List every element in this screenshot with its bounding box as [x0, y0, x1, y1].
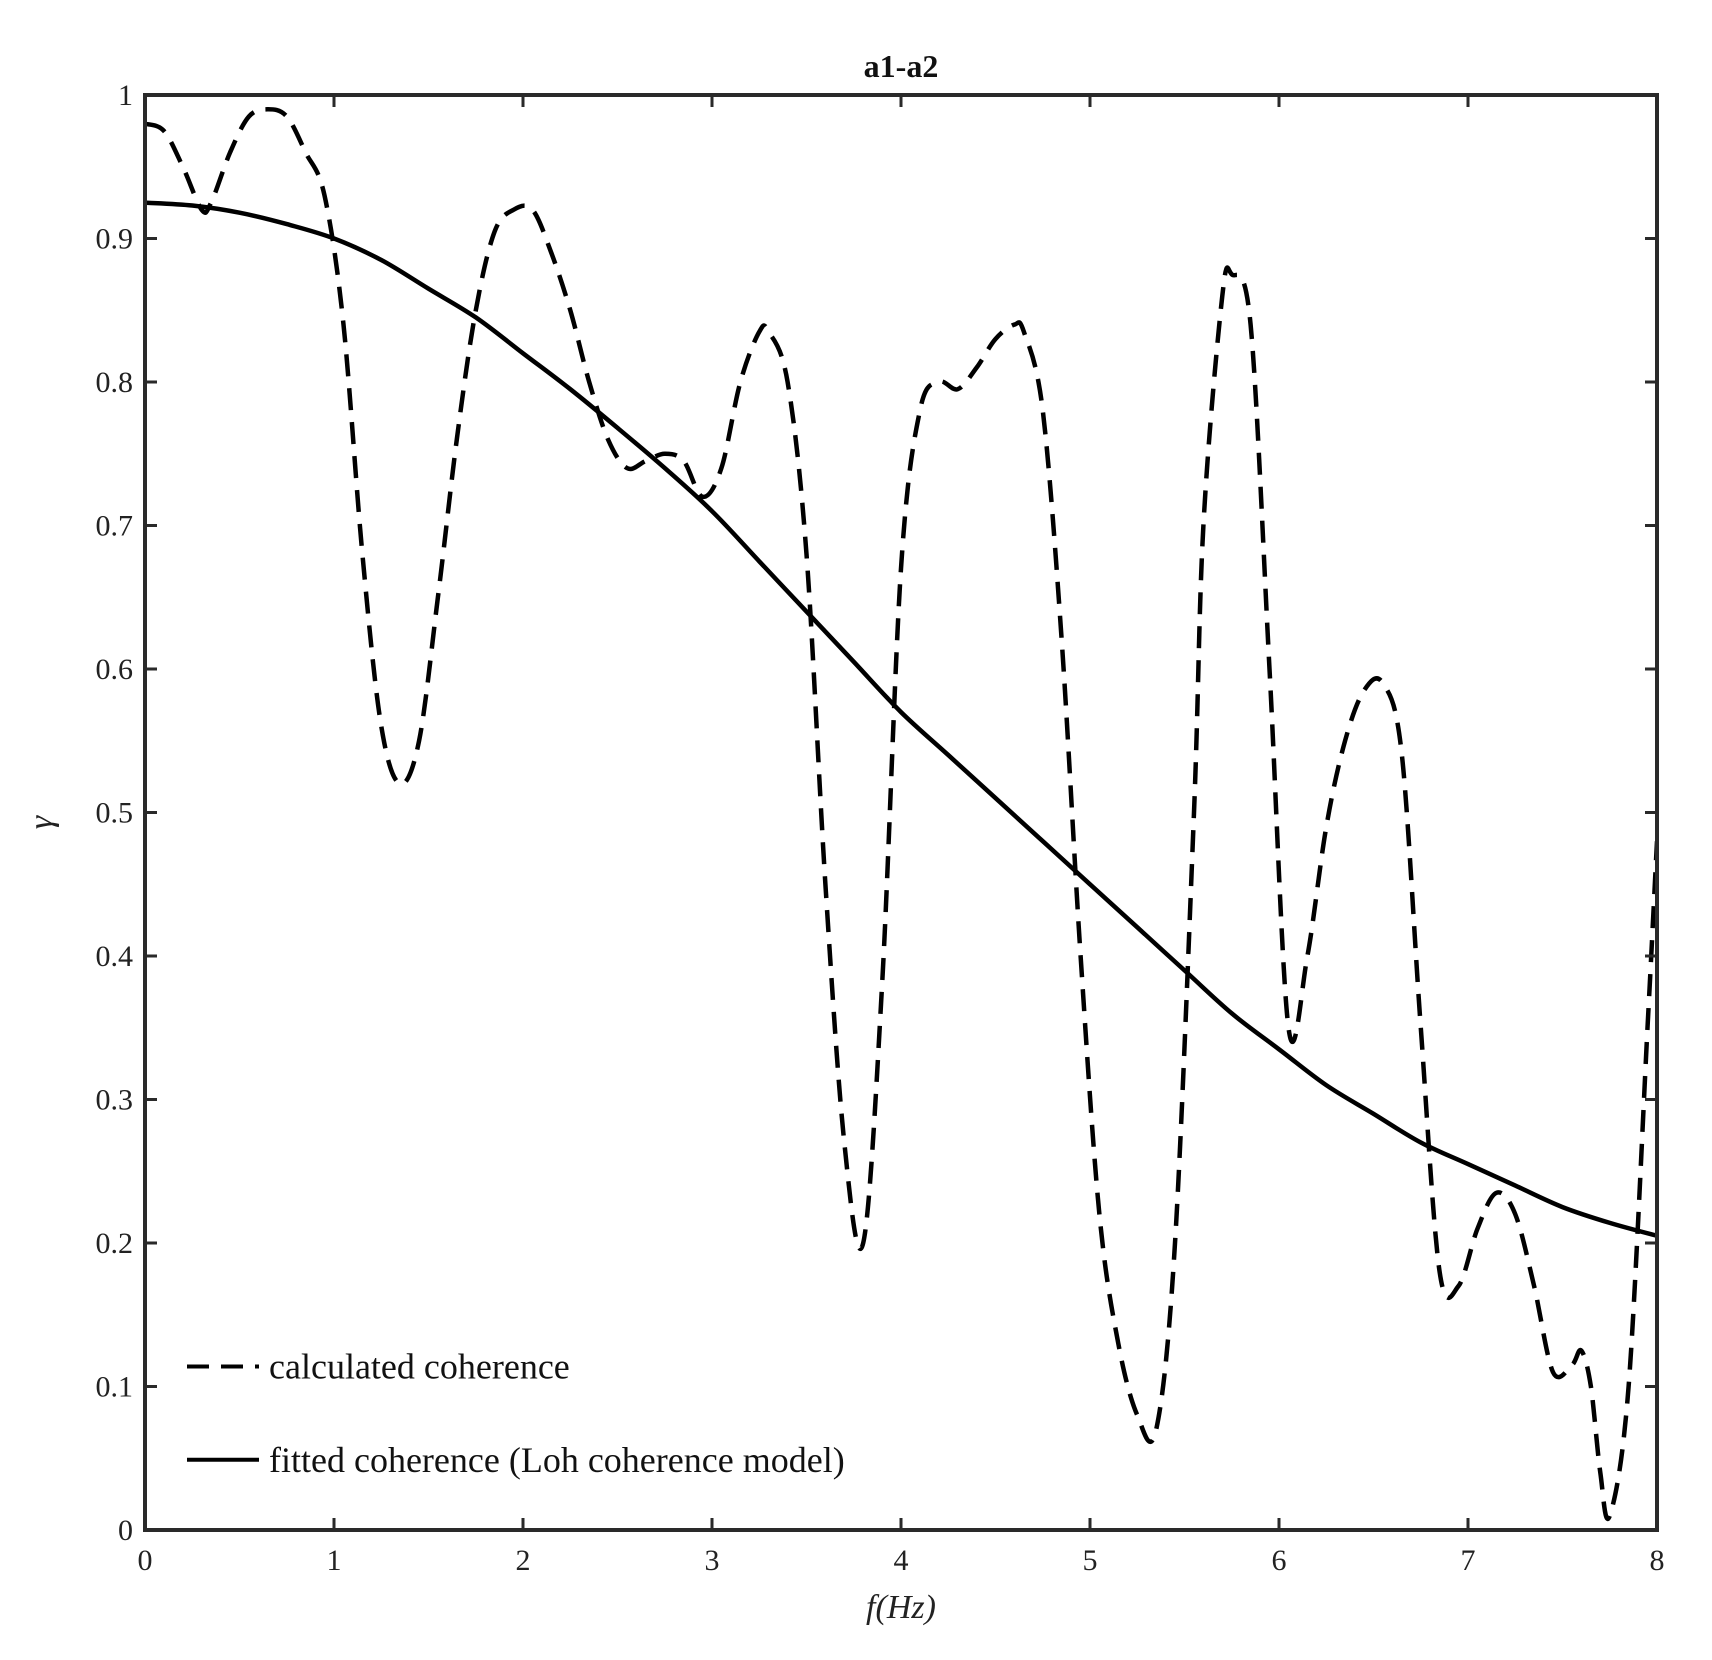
y-tick-label: 0.4	[96, 940, 134, 973]
series-line-calculated-coherence	[145, 107, 1657, 1521]
x-axis-label: f(Hz)	[866, 1589, 936, 1626]
y-tick-label: 0.2	[96, 1227, 134, 1260]
x-tick-label: 0	[138, 1544, 153, 1577]
x-tick-label: 2	[516, 1544, 531, 1577]
y-tick-label: 0.9	[96, 223, 134, 256]
legend-label-calculated-coherence: calculated coherence	[269, 1347, 570, 1387]
legend-label-fitted-coherence: fitted coherence (Loh coherence model)	[269, 1440, 845, 1480]
y-tick-label: 0.3	[96, 1084, 134, 1117]
y-tick-label: 1	[118, 79, 133, 112]
x-tick-label: 3	[705, 1544, 720, 1577]
x-tick-label: 7	[1461, 1544, 1476, 1577]
y-tick-label: 0.6	[96, 653, 134, 686]
y-axis-label: γ	[23, 814, 60, 829]
y-tick-label: 0.5	[96, 797, 134, 830]
y-tick-label: 0.8	[96, 366, 134, 399]
x-tick-label: 4	[894, 1544, 909, 1577]
y-tick-label: 0.7	[96, 510, 134, 543]
ticks-layer: 0 1 2 3 4 5 6 7 8 0 0.1 0.2 0.3 0.4 0.5 0.6 0.7 0.8 0.9 1	[96, 79, 1665, 1577]
x-tick-label: 8	[1650, 1544, 1665, 1577]
y-tick-label: 0.1	[96, 1371, 134, 1404]
x-tick-label: 5	[1083, 1544, 1098, 1577]
x-tick-label: 1	[327, 1544, 342, 1577]
y-tick-label: 0	[118, 1514, 133, 1547]
chart-title: a1-a2	[864, 48, 939, 84]
series-layer	[145, 107, 1657, 1521]
series-line-fitted-coherence	[145, 200, 1657, 1238]
x-tick-label: 6	[1272, 1544, 1287, 1577]
chart-legend: calculated coherence fitted coherence (L…	[187, 1347, 845, 1480]
